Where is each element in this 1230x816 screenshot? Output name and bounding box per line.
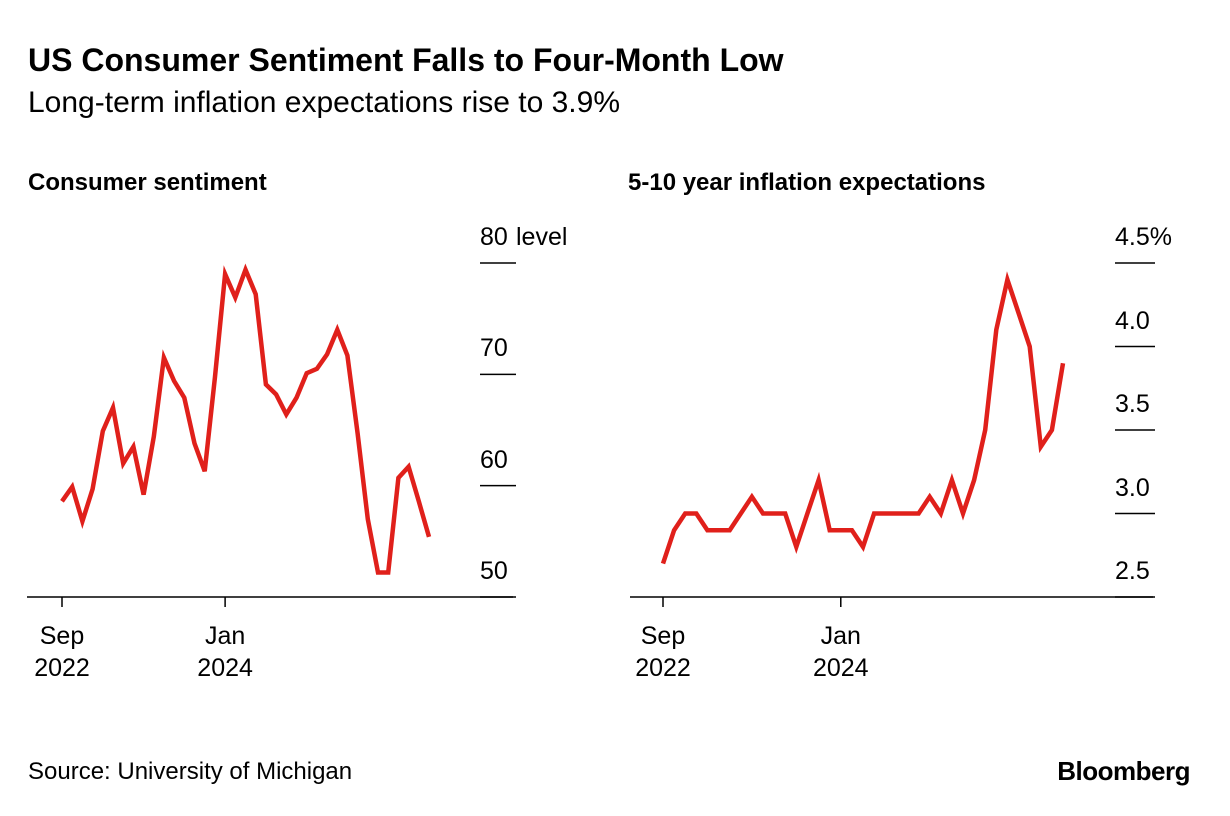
y-unit: level [516,223,568,251]
y-tick-label: 4.0 [1115,306,1150,335]
line-series [60,263,432,575]
title: US Consumer Sentiment Falls to Four-Mont… [28,42,784,78]
x-tick-label: Sep 2022 [34,622,90,682]
x-tick-label: Jan 2024 [812,622,869,682]
panel-title: Consumer sentiment [28,169,267,196]
x-tick-label: Sep 2022 [635,622,691,682]
y-tick-label: 60 [480,445,508,474]
y-tick-label: 50 [480,557,508,585]
y-tick-label: 80 [480,223,508,251]
line-series [660,271,1066,565]
y-tick-label: 3.0 [1115,473,1150,502]
y-tick-label: 70 [480,334,508,363]
y-tick-label: 3.5 [1115,390,1150,418]
x-tick-label: Jan 2024 [197,622,253,682]
y-tick-label: 4.5% [1115,223,1172,251]
panel-title: 5-10 year inflation expectations [628,169,986,196]
y-tick-label: 2.5 [1115,557,1150,585]
source: Source: University of Michigan [28,758,353,785]
subtitle: Long-term inflation expectations rise to… [28,86,620,119]
brand: Bloomberg [1057,756,1190,786]
